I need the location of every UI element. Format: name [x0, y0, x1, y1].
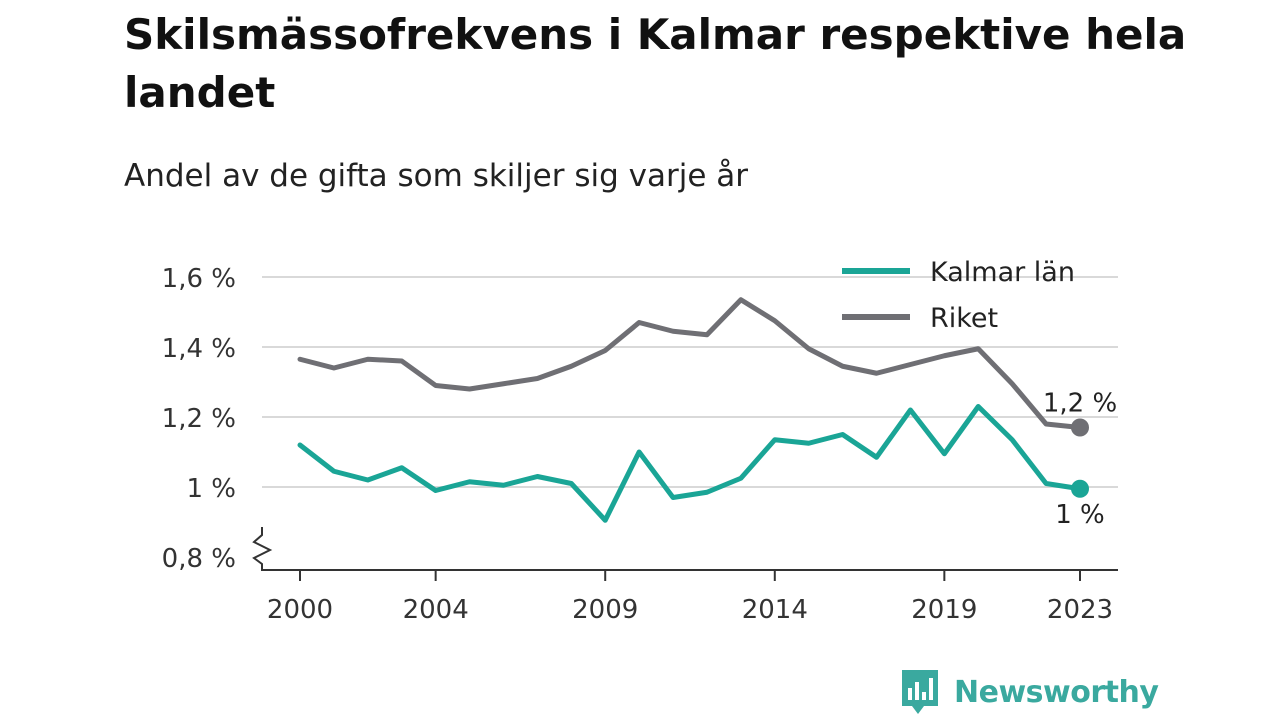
y-axis: 0,8 % 1 % 1,2 % 1,4 % 1,6 % — [162, 264, 236, 574]
end-point-marker — [1071, 479, 1089, 498]
series-line-1 — [297, 297, 1083, 430]
series-line-0 — [297, 404, 1083, 523]
x-tick-label: 2000 — [267, 595, 333, 625]
x-axis: 2000 2004 2009 2014 2019 2023 — [252, 527, 1118, 625]
brand-logo: Newsworthy — [900, 668, 1159, 716]
x-tick-label: 2009 — [572, 595, 638, 625]
end-value-label: 1 % — [1055, 500, 1105, 530]
y-tick-label: 1,2 % — [162, 404, 236, 434]
end-value-label: 1,2 % — [1043, 389, 1117, 419]
chart-subtitle: Andel av de gifta som skiljer sig varje … — [124, 158, 748, 194]
y-tick-label: 1,4 % — [162, 334, 236, 364]
x-tick-label: 2004 — [403, 595, 469, 625]
end-point-marker — [1071, 418, 1089, 437]
x-tick-label: 2019 — [911, 595, 977, 625]
series-lines: 1 % 1,2 % — [297, 297, 1117, 530]
y-tick-label: 1,6 % — [162, 264, 236, 294]
y-tick-label: 1 % — [186, 474, 236, 504]
x-tick-label: 2014 — [742, 595, 808, 625]
legend: Kalmar län Riket — [842, 257, 1075, 334]
brand-name: Newsworthy — [954, 674, 1159, 710]
x-tick-label: 2023 — [1047, 595, 1113, 625]
newsworthy-chart-icon — [902, 670, 938, 714]
axis-break-icon — [252, 527, 273, 571]
chart-title: Skilsmässofrekvens i Kalmar respektive h… — [124, 10, 1187, 117]
legend-label: Kalmar län — [930, 257, 1075, 288]
y-tick-label: 0,8 % — [162, 544, 236, 574]
legend-label: Riket — [930, 303, 998, 334]
